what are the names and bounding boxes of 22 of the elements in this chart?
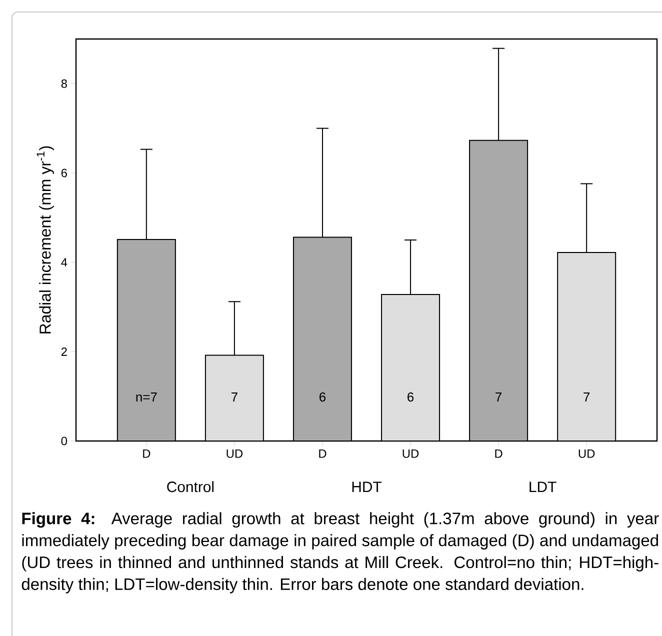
annotation: 6 — [408, 392, 414, 402]
annotation: n=7 — [136, 392, 157, 402]
x-tick-label: D — [319, 450, 326, 458]
x-tick-label: UD — [402, 450, 419, 458]
x-tick-label: D — [143, 450, 150, 458]
y-tick-label: 6 — [61, 168, 67, 178]
y-tick-label: 2 — [61, 347, 67, 356]
annotation: 7 — [496, 392, 502, 402]
x-tick-label: D — [495, 450, 502, 458]
x-tick-label: UD — [578, 450, 595, 458]
y-axis-title: Radial increment (mm yr$^{-1}$) — [36, 146, 54, 334]
text: Figure 4: Average radial growth at breast height (1.37m above ground) in year immediately preceding bear damage in paired sample of damaged (D) and undamaged (UD trees in thinned and unthinned stands at Mill Creek. Control=no thin; HDT=high-density thin; LDT=low-density thin. Error bars denote one standard deviation. — [22, 512, 659, 594]
text: HDT — [352, 482, 382, 492]
text: Control — [167, 481, 214, 492]
annotation: 7 — [232, 392, 238, 402]
y-tick-label: 0 — [61, 436, 68, 446]
y-tick-label: 4 — [61, 258, 68, 266]
annotation: 7 — [584, 392, 590, 402]
annotation: 6 — [320, 392, 326, 402]
x-tick-label: UD — [226, 450, 243, 458]
text: LDT — [530, 482, 556, 492]
y-tick-label: 8 — [61, 79, 67, 88]
